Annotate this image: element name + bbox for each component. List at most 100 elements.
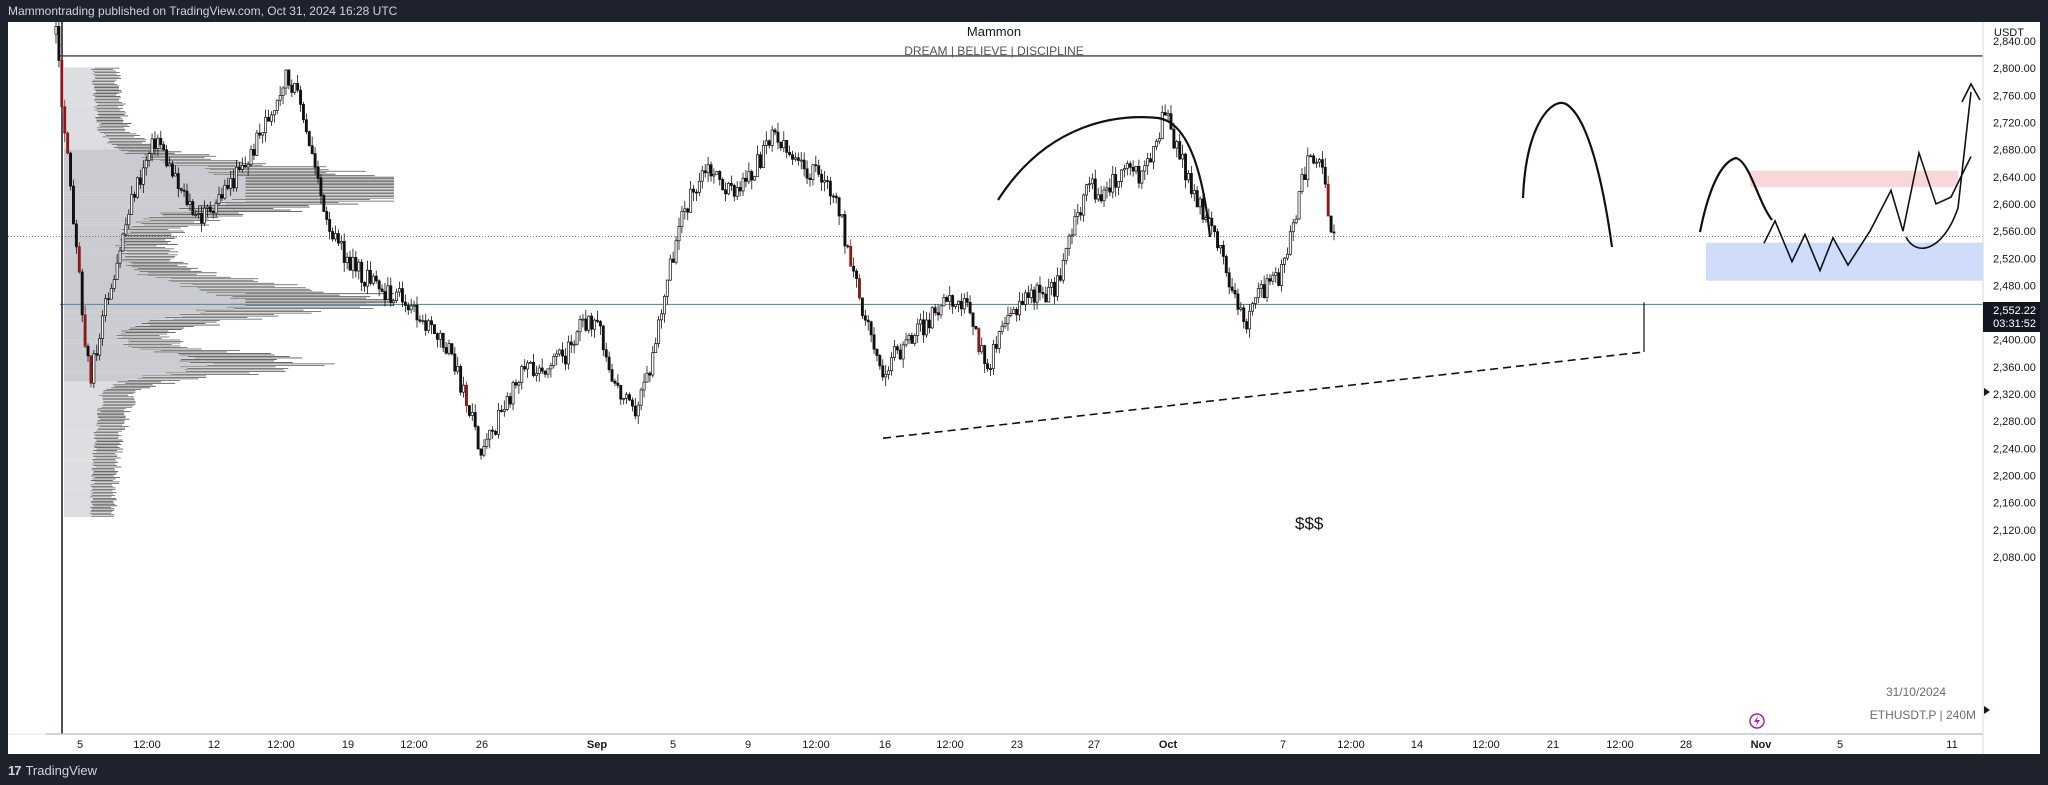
candle bbox=[66, 131, 70, 155]
candle bbox=[1239, 302, 1243, 312]
time-axis[interactable]: 5 12:00 12 12:00 19 12:00 26 Sep 5 9 12:00 16 12:00 2… bbox=[77, 739, 1958, 751]
candle bbox=[831, 193, 835, 204]
candle bbox=[217, 186, 221, 206]
projected-path[interactable] bbox=[1763, 149, 1972, 273]
current-price-value: 2,552.22 bbox=[1993, 305, 2036, 317]
candle bbox=[1032, 286, 1036, 311]
candle bbox=[1216, 228, 1220, 252]
candle bbox=[208, 201, 212, 214]
candle bbox=[651, 345, 655, 378]
candle bbox=[74, 219, 78, 254]
demand-zone[interactable] bbox=[1706, 242, 1983, 281]
supply-zone[interactable] bbox=[1750, 170, 1958, 187]
candle bbox=[770, 125, 774, 152]
candle bbox=[951, 294, 955, 314]
candle bbox=[619, 384, 623, 405]
candle bbox=[785, 140, 789, 159]
candle bbox=[1003, 316, 1007, 329]
candle bbox=[584, 310, 588, 332]
candle bbox=[1320, 151, 1324, 175]
liquidity-trendline[interactable] bbox=[882, 351, 1645, 439]
scroll-right-arrow-icon[interactable] bbox=[1984, 388, 1990, 396]
candle bbox=[377, 279, 381, 297]
footer-bar: 17 TradingView bbox=[0, 754, 2048, 785]
candle bbox=[866, 315, 870, 331]
candle bbox=[616, 374, 620, 389]
candle bbox=[630, 397, 634, 412]
candle bbox=[1163, 104, 1167, 116]
candle bbox=[441, 332, 445, 353]
candle bbox=[587, 315, 591, 334]
price-axis[interactable]: 2,840.00 2,800.00 2,760.00 2,720.00 2,680.00… bbox=[1993, 36, 2036, 564]
candle bbox=[1061, 253, 1065, 284]
candle bbox=[1096, 187, 1100, 202]
candle bbox=[569, 334, 573, 353]
candle bbox=[366, 260, 369, 295]
candle bbox=[488, 429, 492, 449]
candle bbox=[1198, 196, 1202, 215]
candle bbox=[1294, 215, 1298, 225]
candle bbox=[98, 333, 102, 361]
countdown-value: 03:31:52 bbox=[1993, 318, 2036, 330]
arrow-head-icon bbox=[1961, 82, 1981, 103]
candle bbox=[374, 270, 378, 284]
candle bbox=[1093, 169, 1097, 204]
candle bbox=[852, 257, 856, 278]
candle bbox=[124, 217, 128, 237]
y-tick-label: 2,560.00 bbox=[1993, 226, 2036, 238]
candle bbox=[328, 211, 332, 240]
candle bbox=[1248, 304, 1252, 338]
candle bbox=[561, 342, 564, 363]
candle bbox=[930, 306, 934, 330]
scroll-end-arrow-icon[interactable] bbox=[1984, 706, 1990, 714]
price-chart[interactable]: 2,840.00 2,800.00 2,760.00 2,720.00 2,680.00… bbox=[8, 18, 2040, 754]
candle bbox=[1114, 167, 1118, 197]
candle bbox=[540, 358, 544, 375]
candle bbox=[1259, 280, 1263, 298]
candle bbox=[1047, 278, 1051, 303]
candle bbox=[409, 298, 413, 314]
event-marker-icon[interactable] bbox=[1749, 713, 1765, 729]
candle bbox=[1085, 183, 1089, 202]
candle bbox=[817, 159, 821, 178]
candle bbox=[438, 329, 442, 348]
candle bbox=[433, 324, 436, 335]
candle bbox=[1131, 160, 1135, 177]
candle bbox=[104, 294, 107, 322]
candle bbox=[60, 53, 64, 115]
candle bbox=[1009, 307, 1013, 318]
candle bbox=[316, 160, 320, 184]
x-tick-label: 12:00 bbox=[1606, 739, 1634, 751]
candle bbox=[491, 426, 495, 439]
candle bbox=[54, 18, 58, 44]
candle bbox=[1184, 152, 1187, 189]
x-tick-label: Oct bbox=[1159, 739, 1178, 751]
candle bbox=[692, 184, 695, 202]
arc-head[interactable] bbox=[1521, 101, 1614, 248]
arc-left-shoulder[interactable] bbox=[997, 116, 1212, 238]
x-tick-label: 28 bbox=[1680, 739, 1692, 751]
candle bbox=[552, 353, 556, 369]
candle bbox=[860, 297, 864, 320]
arc-right-shoulder[interactable] bbox=[1698, 156, 1773, 233]
candle bbox=[718, 170, 722, 186]
publish-header: Mammontrading published on TradingView.c… bbox=[0, 0, 2048, 22]
candle bbox=[505, 392, 509, 412]
candle bbox=[1172, 122, 1176, 150]
tradingview-logo[interactable]: 17 TradingView bbox=[8, 763, 97, 778]
candle bbox=[954, 303, 957, 310]
candle bbox=[1224, 254, 1228, 277]
candle bbox=[252, 143, 256, 161]
target-arrow[interactable] bbox=[1905, 91, 1972, 249]
chart-background bbox=[8, 22, 2040, 754]
candle bbox=[767, 139, 771, 149]
candle bbox=[141, 160, 145, 194]
candle bbox=[138, 169, 142, 190]
chart-frame[interactable]: 2,840.00 2,800.00 2,760.00 2,720.00 2,680.00… bbox=[8, 18, 2040, 754]
candle bbox=[811, 164, 815, 186]
candle bbox=[697, 173, 701, 197]
x-tick-label: 12 bbox=[208, 739, 220, 751]
candle bbox=[875, 348, 879, 362]
candle bbox=[898, 343, 902, 361]
x-tick-label: 12:00 bbox=[1472, 739, 1500, 751]
